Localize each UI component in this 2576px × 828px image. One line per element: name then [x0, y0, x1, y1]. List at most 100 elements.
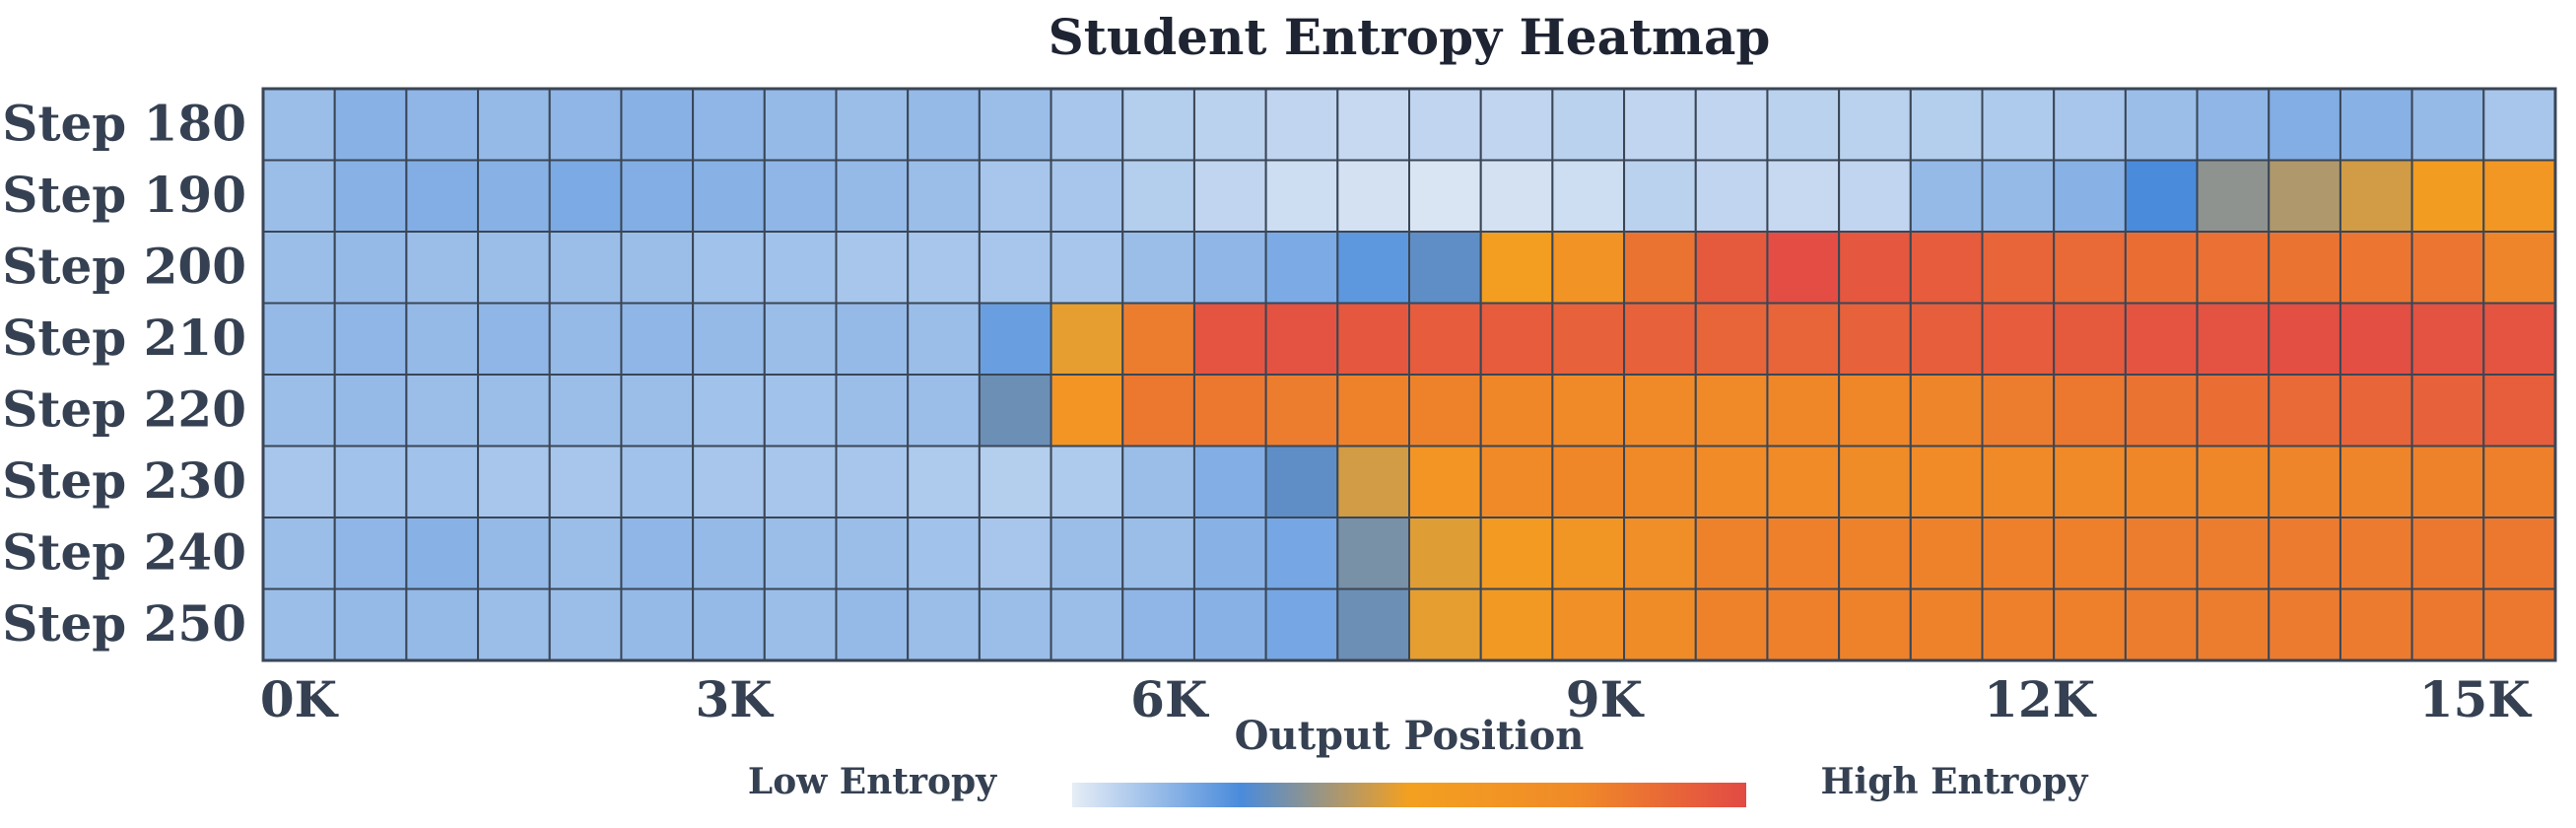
heatmap-cell [1552, 89, 1624, 161]
heatmap-cell [1624, 518, 1696, 589]
heatmap-cell [1481, 518, 1553, 589]
heatmap-cell [1983, 232, 2055, 304]
heatmap-cell [693, 304, 765, 376]
heatmap-cell [2483, 161, 2555, 233]
heatmap-cell [1194, 447, 1266, 518]
heatmap-cell [1409, 447, 1481, 518]
heatmap-cell [1481, 161, 1553, 233]
heatmap-cell [1624, 161, 1696, 233]
heatmap-cell [1911, 232, 1983, 304]
colorbar-high-label: High Entropy [1821, 761, 2089, 802]
heatmap-cell [1552, 232, 1624, 304]
heatmap-cell [980, 589, 1051, 661]
heatmap-cell [621, 518, 693, 589]
heatmap-cell [2483, 518, 2555, 589]
heatmap-cell [2269, 304, 2340, 376]
heatmap-cell [621, 375, 693, 447]
heatmap-cell [2198, 304, 2270, 376]
heatmap-cell [1624, 375, 1696, 447]
heatmap-cell [837, 518, 909, 589]
x-axis-label: Output Position [1235, 713, 1585, 759]
heatmap-cell [406, 518, 478, 589]
heatmap-cell [2340, 589, 2412, 661]
heatmap-cell [550, 589, 622, 661]
heatmap-cell [693, 518, 765, 589]
heatmap-cell [621, 447, 693, 518]
heatmap-cell [1409, 304, 1481, 376]
heatmap-cell [1552, 518, 1624, 589]
heatmap-cell [980, 447, 1051, 518]
heatmap-cell [2340, 375, 2412, 447]
heatmap-cell [1767, 304, 1839, 376]
heatmap-cell [1983, 589, 2055, 661]
heatmap-cell [1839, 89, 1911, 161]
heatmap-cell [263, 161, 335, 233]
heatmap-cell [1624, 89, 1696, 161]
heatmap-cell [693, 161, 765, 233]
heatmap-cell [1337, 161, 1409, 233]
heatmap-cell [1983, 518, 2055, 589]
heatmap-cell [1552, 447, 1624, 518]
heatmap-cell [1767, 375, 1839, 447]
heatmap-cell [693, 589, 765, 661]
heatmap-cell [478, 447, 550, 518]
heatmap-cell [1409, 89, 1481, 161]
colorbar [1072, 783, 1746, 807]
heatmap-cell [2054, 232, 2126, 304]
heatmap-cell [1337, 589, 1409, 661]
heatmap-cell [1266, 518, 1338, 589]
heatmap-cell [2483, 375, 2555, 447]
heatmap-cell [550, 447, 622, 518]
heatmap-cell [1122, 589, 1194, 661]
heatmap-cell [908, 232, 980, 304]
heatmap-cell [2054, 304, 2126, 376]
heatmap-cell [1696, 375, 1768, 447]
heatmap-cell [1194, 375, 1266, 447]
row-label: Step 200 [2, 237, 246, 295]
heatmap-cell [1696, 589, 1768, 661]
heatmap-cell [1552, 161, 1624, 233]
heatmap-cell [2054, 375, 2126, 447]
heatmap-cell [1409, 375, 1481, 447]
heatmap-cell [1122, 232, 1194, 304]
heatmap-cell [2198, 161, 2270, 233]
heatmap-cell [1266, 447, 1338, 518]
heatmap-cell [765, 589, 837, 661]
row-label: Step 240 [2, 522, 246, 581]
heatmap-cell [837, 304, 909, 376]
heatmap-cell [1624, 232, 1696, 304]
heatmap-cell [1767, 89, 1839, 161]
heatmap-cell [550, 89, 622, 161]
heatmap-cell [1409, 518, 1481, 589]
heatmap-cell [1911, 589, 1983, 661]
heatmap-cell [980, 518, 1051, 589]
heatmap-cell [1839, 589, 1911, 661]
heatmap-cell [406, 89, 478, 161]
heatmap-cell [908, 518, 980, 589]
heatmap-cell [1839, 232, 1911, 304]
heatmap-cell [2340, 518, 2412, 589]
heatmap-cell [2269, 161, 2340, 233]
heatmap-cell [2198, 447, 2270, 518]
heatmap-cell [1767, 447, 1839, 518]
heatmap-cell [1266, 589, 1338, 661]
heatmap-cell [2340, 89, 2412, 161]
x-tick-label: 6K [1130, 670, 1209, 728]
heatmap-cell [478, 232, 550, 304]
heatmap-cell [837, 89, 909, 161]
heatmap-cell [1409, 232, 1481, 304]
heatmap-cell [263, 589, 335, 661]
heatmap-cell [1624, 304, 1696, 376]
heatmap-cell [2412, 518, 2484, 589]
heatmap-cell [1337, 447, 1409, 518]
heatmap-cell [2198, 518, 2270, 589]
heatmap-cell [765, 304, 837, 376]
heatmap-cell [837, 161, 909, 233]
heatmap-cell [1481, 89, 1553, 161]
heatmap-cell [1481, 304, 1553, 376]
heatmap-cell [550, 161, 622, 233]
heatmap-cell [1481, 589, 1553, 661]
heatmap-cell [1481, 232, 1553, 304]
heatmap-cell [263, 375, 335, 447]
